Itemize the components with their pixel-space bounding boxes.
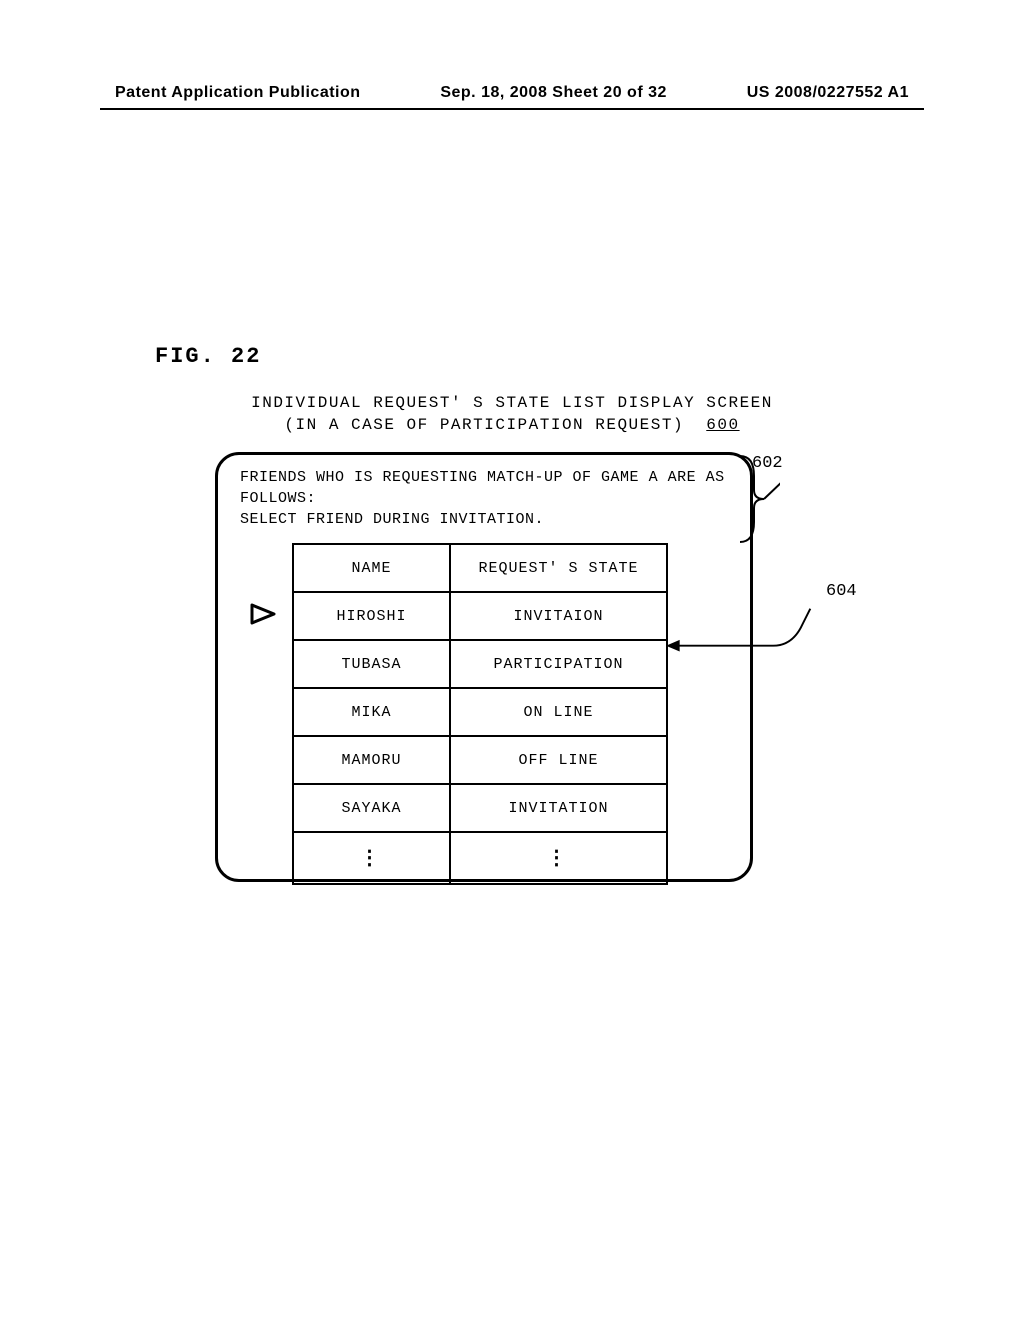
cell-state: INVITAION	[450, 592, 667, 640]
table-row: HIROSHI INVITAION	[293, 592, 667, 640]
column-header-state: REQUEST' S STATE	[450, 544, 667, 592]
cell-ellipsis: ⋮	[450, 832, 667, 884]
cell-name: SAYAKA	[293, 784, 450, 832]
cell-state: PARTICIPATION	[450, 640, 667, 688]
page-header: Patent Application Publication Sep. 18, …	[115, 84, 909, 102]
table-row-ellipsis: ⋮ ⋮	[293, 832, 667, 884]
instruction-line3: SELECT FRIEND DURING INVITATION.	[240, 511, 544, 528]
cell-name: MIKA	[293, 688, 450, 736]
callout-bracket-602	[740, 452, 780, 552]
cell-state: OFF LINE	[450, 736, 667, 784]
header-separator	[100, 108, 924, 110]
table-header-row: NAME REQUEST' S STATE	[293, 544, 667, 592]
instruction-line2: FOLLOWS:	[240, 490, 316, 507]
selection-cursor-icon	[250, 603, 278, 625]
figure-title-line1: INDIVIDUAL REQUEST' S STATE LIST DISPLAY…	[251, 394, 773, 412]
cell-name: HIROSHI	[293, 592, 450, 640]
instruction-text: FRIENDS WHO IS REQUESTING MATCH-UP OF GA…	[240, 467, 730, 530]
friends-table-container: NAME REQUEST' S STATE HIROSHI INVITAION …	[292, 543, 668, 885]
figure-ref-600: 600	[706, 416, 739, 434]
table-row: MAMORU OFF LINE	[293, 736, 667, 784]
cell-state: ON LINE	[450, 688, 667, 736]
cell-ellipsis: ⋮	[293, 832, 450, 884]
header-left: Patent Application Publication	[115, 84, 361, 102]
cell-state: INVITATION	[450, 784, 667, 832]
instruction-line1: FRIENDS WHO IS REQUESTING MATCH-UP OF GA…	[240, 469, 725, 486]
column-header-name: NAME	[293, 544, 450, 592]
cell-name: TUBASA	[293, 640, 450, 688]
cell-name: MAMORU	[293, 736, 450, 784]
callout-line-604	[666, 604, 822, 669]
figure-title-line2: (IN A CASE OF PARTICIPATION REQUEST) 600	[0, 414, 1024, 436]
figure-title: INDIVIDUAL REQUEST' S STATE LIST DISPLAY…	[0, 392, 1024, 437]
figure-label: FIG. 22	[155, 344, 261, 369]
callout-label-604: 604	[826, 582, 857, 601]
table-row: MIKA ON LINE	[293, 688, 667, 736]
friends-table: NAME REQUEST' S STATE HIROSHI INVITAION …	[292, 543, 668, 885]
table-row: TUBASA PARTICIPATION	[293, 640, 667, 688]
header-right: US 2008/0227552 A1	[747, 84, 909, 102]
table-row: SAYAKA INVITATION	[293, 784, 667, 832]
header-center: Sep. 18, 2008 Sheet 20 of 32	[440, 84, 667, 102]
